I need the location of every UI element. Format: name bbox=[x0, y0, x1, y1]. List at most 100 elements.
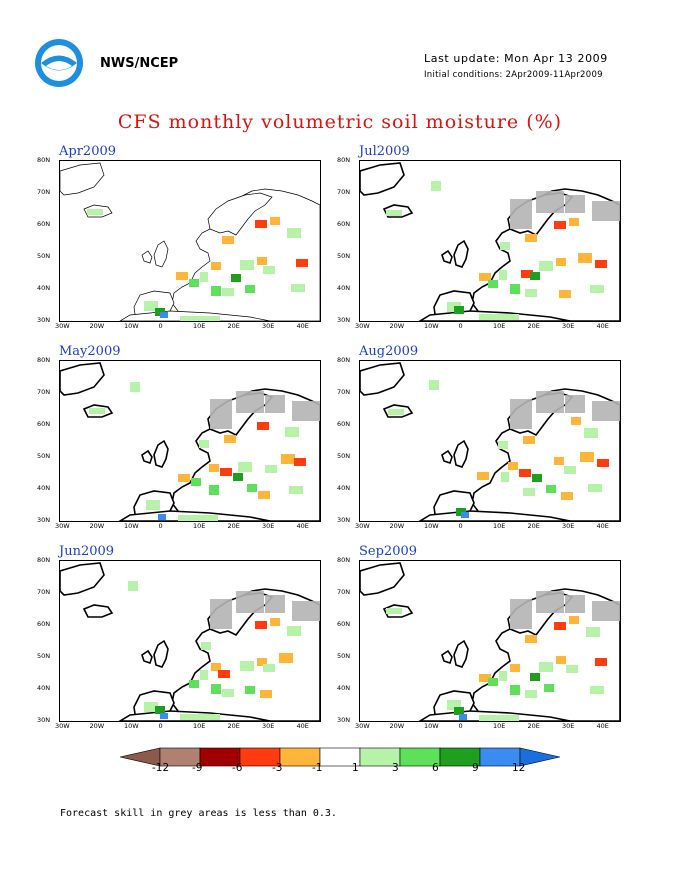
moisture-cell bbox=[499, 270, 507, 280]
moisture-cell bbox=[258, 491, 270, 499]
latitude-label: 50N bbox=[37, 452, 51, 460]
agency-label: NWS/NCEP bbox=[100, 56, 179, 71]
moisture-cell bbox=[525, 289, 537, 297]
moisture-cell bbox=[294, 458, 306, 466]
moisture-cell bbox=[160, 312, 168, 318]
land-outline bbox=[360, 162, 405, 196]
moisture-cell bbox=[556, 656, 566, 664]
legend-tick-label: -3 bbox=[272, 762, 283, 774]
moisture-cell bbox=[144, 702, 158, 712]
low-skill-area bbox=[536, 391, 564, 413]
moisture-cell bbox=[224, 435, 236, 443]
map-panel-sep2009 bbox=[359, 560, 621, 722]
moisture-cell bbox=[233, 473, 243, 481]
land-outline bbox=[360, 562, 405, 596]
color-legend bbox=[120, 747, 560, 767]
moisture-cell bbox=[479, 715, 519, 721]
latitude-label: 50N bbox=[337, 652, 351, 660]
moisture-cell bbox=[530, 272, 540, 280]
latitude-label: 30N bbox=[37, 316, 51, 324]
latitude-label: 30N bbox=[337, 516, 351, 524]
moisture-cell bbox=[211, 684, 221, 694]
moisture-cell bbox=[386, 608, 402, 614]
moisture-cell bbox=[532, 474, 542, 482]
panel-title-apr2009: Apr2009 bbox=[59, 144, 117, 159]
longitude-label: 20W bbox=[89, 522, 105, 530]
longitude-label: 20E bbox=[227, 722, 240, 730]
latitude-label: 70N bbox=[337, 588, 351, 596]
latitude-label: 30N bbox=[337, 316, 351, 324]
moisture-cell bbox=[87, 209, 103, 215]
legend-tick-label: -1 bbox=[312, 762, 323, 774]
moisture-cell bbox=[222, 288, 234, 296]
moisture-cell bbox=[180, 714, 220, 720]
map-panel-jul2009 bbox=[359, 160, 621, 322]
moisture-cell bbox=[554, 457, 564, 465]
moisture-cell bbox=[245, 285, 255, 293]
land-outline bbox=[141, 250, 153, 264]
moisture-cell bbox=[479, 273, 491, 281]
longitude-label: 10E bbox=[493, 522, 506, 530]
longitude-label: 0 bbox=[458, 322, 463, 330]
moisture-cell bbox=[388, 409, 404, 415]
latitude-label: 60N bbox=[37, 620, 51, 628]
low-skill-area bbox=[536, 191, 564, 213]
longitude-label: 30E bbox=[262, 522, 275, 530]
longitude-label: 10W bbox=[124, 722, 139, 730]
moisture-cell bbox=[523, 436, 535, 444]
moisture-cell bbox=[287, 228, 301, 238]
moisture-cell bbox=[586, 627, 600, 637]
longitude-label: 10E bbox=[193, 322, 206, 330]
moisture-cell bbox=[200, 272, 208, 282]
moisture-cell bbox=[247, 484, 257, 492]
low-skill-area bbox=[565, 595, 585, 613]
longitude-label: 20E bbox=[227, 322, 240, 330]
moisture-cell bbox=[510, 685, 520, 695]
moisture-cell bbox=[556, 258, 566, 266]
moisture-cell bbox=[240, 260, 254, 270]
latitude-label: 50N bbox=[337, 252, 351, 260]
low-skill-area bbox=[292, 601, 320, 621]
moisture-cell bbox=[257, 658, 267, 666]
moisture-cell bbox=[597, 459, 609, 467]
low-skill-area bbox=[592, 201, 620, 221]
longitude-label: 30W bbox=[55, 722, 70, 730]
panel-title-may2009: May2009 bbox=[59, 344, 121, 359]
longitude-label: 0 bbox=[458, 722, 463, 730]
moisture-cell bbox=[209, 485, 219, 495]
land-outline bbox=[141, 649, 153, 665]
longitude-label: 40E bbox=[596, 322, 609, 330]
moisture-cell bbox=[257, 422, 269, 430]
longitude-label: 10E bbox=[193, 522, 206, 530]
latitude-label: 40N bbox=[37, 284, 51, 292]
moisture-cell bbox=[595, 658, 607, 666]
moisture-cell bbox=[130, 382, 140, 392]
longitude-label: 40E bbox=[596, 522, 609, 530]
moisture-cell bbox=[189, 279, 199, 287]
longitude-label: 20W bbox=[389, 322, 405, 330]
moisture-cell bbox=[564, 466, 576, 474]
moisture-cell bbox=[539, 261, 553, 271]
latitude-label: 70N bbox=[37, 588, 51, 596]
moisture-cell bbox=[588, 484, 602, 492]
latitude-label: 40N bbox=[337, 484, 351, 492]
moisture-cell bbox=[488, 678, 498, 686]
moisture-cell bbox=[525, 690, 537, 698]
latitude-label: 30N bbox=[37, 716, 51, 724]
moisture-cell bbox=[580, 452, 594, 462]
moisture-cell bbox=[569, 218, 579, 226]
longitude-label: 20W bbox=[89, 722, 105, 730]
moisture-cell bbox=[479, 314, 519, 320]
moisture-cell bbox=[238, 462, 252, 472]
latitude-label: 70N bbox=[37, 188, 51, 196]
moisture-cell bbox=[595, 260, 607, 268]
moisture-cell bbox=[546, 485, 556, 493]
latitude-label: 60N bbox=[337, 420, 351, 428]
initial-conditions-text: Initial conditions: 2Apr2009-11Apr2009 bbox=[424, 70, 603, 80]
low-skill-area bbox=[210, 599, 232, 629]
longitude-label: 10E bbox=[493, 322, 506, 330]
latitude-label: 80N bbox=[37, 156, 51, 164]
moisture-cell bbox=[265, 465, 277, 473]
moisture-cell bbox=[218, 670, 230, 678]
moisture-cell bbox=[201, 642, 211, 650]
